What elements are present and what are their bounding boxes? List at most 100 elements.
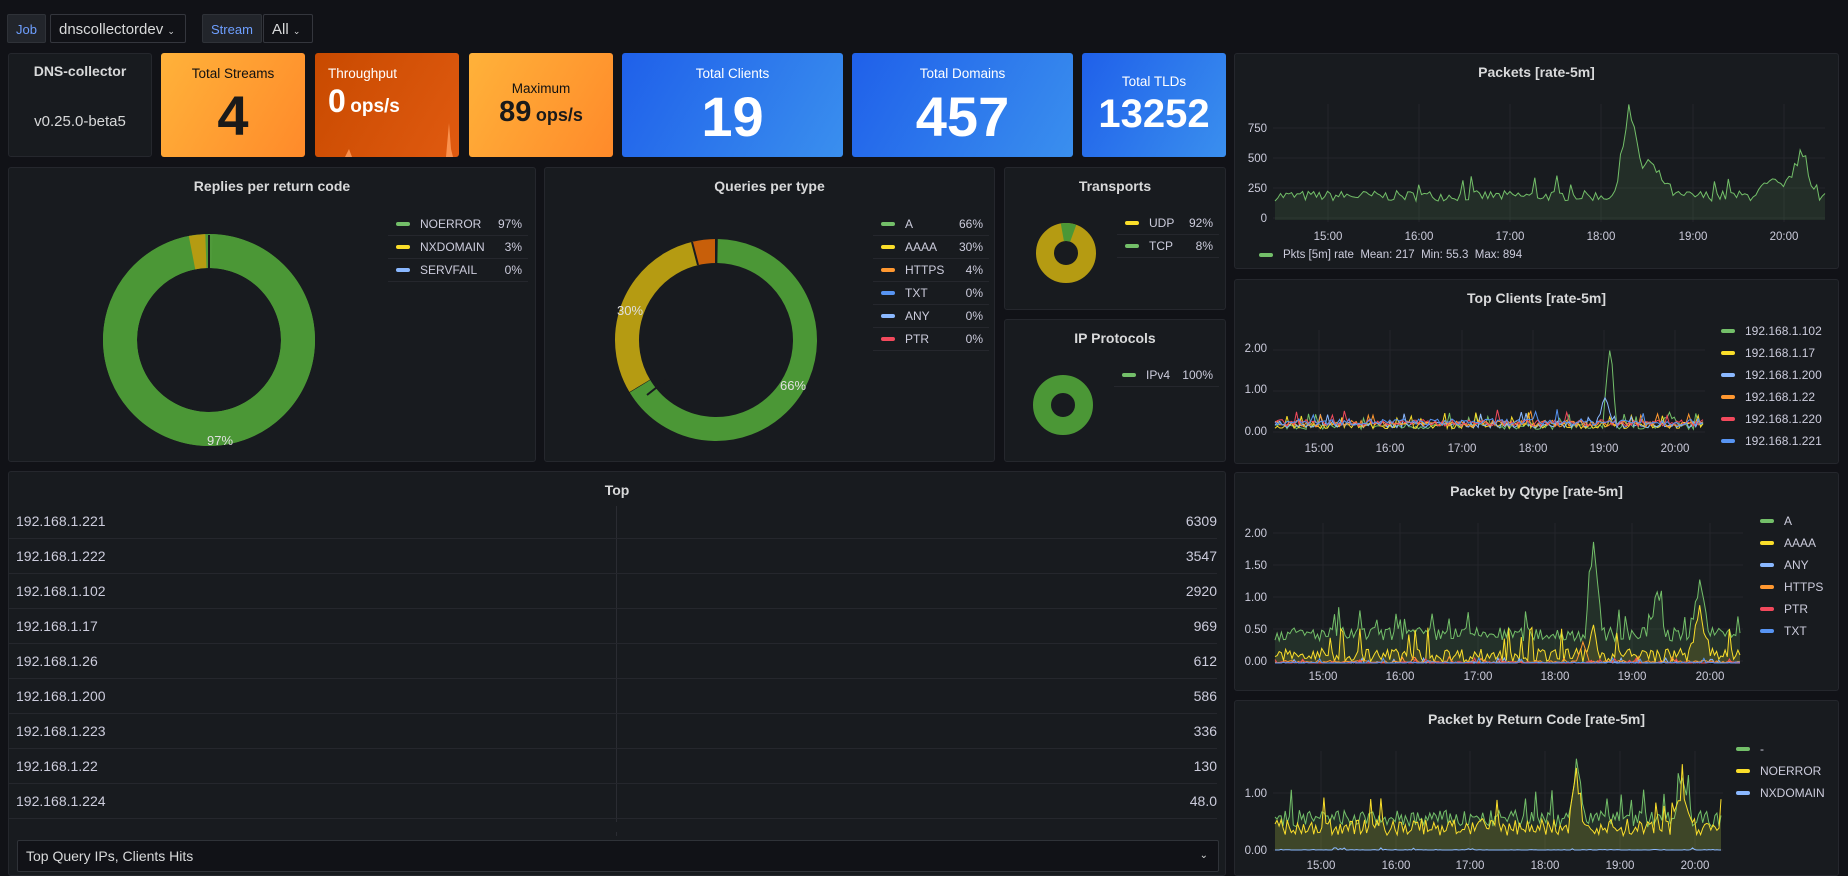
top-clients-legend-row[interactable]: 192.168.1.220: [1721, 408, 1822, 430]
legend-swatch: [1721, 373, 1735, 377]
total-tlds-panel[interactable]: Total TLDs 13252: [1082, 53, 1226, 157]
ip-protocols-legend-ipv4[interactable]: IPv4 100%: [1114, 364, 1219, 387]
top-table-panel[interactable]: Top 192.168.1.221 6309 192.168.1.222 3547 …: [8, 471, 1226, 876]
table-row[interactable]: 192.168.1.222 3547: [9, 539, 1217, 574]
x-tick: 16:00: [1382, 860, 1411, 872]
legend-swatch: [881, 268, 895, 272]
qtype-chart-legend-row[interactable]: TXT: [1760, 620, 1823, 642]
transports-legend-udp[interactable]: UDP 92%: [1117, 212, 1219, 235]
qtype-pie-panel[interactable]: Queries per type 66% 30% A 66% AAAA 30% HT…: [544, 167, 995, 462]
x-tick: 19:00: [1606, 860, 1635, 872]
ip-protocols-panel[interactable]: IP Protocols IPv4 100%: [1004, 319, 1226, 462]
top-clients-chart-panel[interactable]: Top Clients [rate-5m] 2.00 1.00 0.00 15:…: [1234, 279, 1839, 464]
qtype-legend: A 66% AAAA 30% HTTPS 4% TXT 0% ANY 0% PTR 0%: [873, 213, 989, 351]
top-clients-legend-row[interactable]: 192.168.1.22: [1721, 386, 1822, 408]
qtype-legend-https[interactable]: HTTPS 4%: [873, 259, 989, 282]
maximum-unit: ops/s: [536, 105, 583, 125]
qtype-chart-legend-row[interactable]: ANY: [1760, 554, 1823, 576]
legend-name: 192.168.1.221: [1745, 434, 1822, 448]
legend-name: NOERROR: [420, 213, 488, 236]
qtype-chart-legend-row[interactable]: AAAA: [1760, 532, 1823, 554]
top-clients-legend-row[interactable]: 192.168.1.102: [1721, 320, 1822, 342]
rcode-chart-legend: - NOERROR NXDOMAIN: [1736, 738, 1825, 804]
total-streams-title: Total Streams: [161, 66, 305, 81]
qtype-legend-any[interactable]: ANY 0%: [873, 305, 989, 328]
x-tick: 15:00: [1305, 443, 1334, 455]
qtype-chart-legend-row[interactable]: PTR: [1760, 598, 1823, 620]
x-tick: 18:00: [1587, 231, 1616, 243]
collector-version: v0.25.0-beta5: [9, 113, 151, 130]
throughput-panel[interactable]: Throughput 0 ops/s: [315, 53, 459, 157]
table-row[interactable]: 192.168.1.102 2920: [9, 574, 1217, 609]
transports-panel[interactable]: Transports UDP 92% TCP 8%: [1004, 167, 1226, 310]
legend-swatch: [1721, 351, 1735, 355]
stream-variable-select[interactable]: All ⌄: [263, 14, 313, 43]
y-tick: 0.00: [1245, 426, 1267, 438]
x-tick: 19:00: [1590, 443, 1619, 455]
job-variable-label: Job: [7, 14, 46, 43]
qtype-legend-a[interactable]: A 66%: [873, 213, 989, 236]
table-row[interactable]: 192.168.1.17 969: [9, 609, 1217, 644]
packets-legend-row[interactable]: Pkts [5m] rate Mean: 217 Min: 55.3 Max: …: [1259, 244, 1522, 266]
maximum-panel[interactable]: Maximum 89 ops/s: [469, 53, 613, 157]
legend-swatch: [1721, 395, 1735, 399]
qtype-donut: 66% 30%: [601, 225, 831, 455]
transports-legend-tcp[interactable]: TCP 8%: [1117, 235, 1219, 258]
table-row[interactable]: 192.168.1.224 48.0: [9, 784, 1217, 819]
top-table-title: Top: [9, 482, 1225, 498]
collector-panel[interactable]: DNS-collector v0.25.0-beta5: [8, 53, 152, 157]
legend-swatch: [881, 245, 895, 249]
legend-swatch: [396, 268, 410, 272]
x-tick: 17:00: [1464, 671, 1493, 683]
table-row[interactable]: 192.168.1.223 336: [9, 714, 1217, 749]
top-clients-legend-row[interactable]: 192.168.1.200: [1721, 364, 1822, 386]
table-row[interactable]: 192.168.1.200 586: [9, 679, 1217, 714]
top-table-footer-select[interactable]: Top Query IPs, Clients Hits ⌄: [17, 840, 1219, 872]
y-tick: 0.00: [1245, 656, 1267, 668]
rcode-pie-panel[interactable]: Replies per return code 97% NOERROR 97% N…: [8, 167, 536, 462]
y-tick: 0: [1261, 213, 1267, 225]
legend-mean: Mean: 217: [1360, 249, 1414, 261]
rcode-chart-panel[interactable]: Packet by Return Code [rate-5m] 1.00 0.0…: [1234, 700, 1839, 876]
legend-swatch: [1259, 253, 1273, 257]
qtype-chart-legend-row[interactable]: A: [1760, 510, 1823, 532]
rcode-legend-servfail[interactable]: SERVFAIL 0%: [388, 259, 528, 282]
total-domains-title: Total Domains: [852, 66, 1073, 81]
table-row[interactable]: 192.168.1.26 612: [9, 644, 1217, 679]
rcode-chart-legend-row[interactable]: -: [1736, 738, 1825, 760]
qtype-chart-legend-row[interactable]: HTTPS: [1760, 576, 1823, 598]
table-row-cut: [9, 822, 1225, 832]
rcode-chart-legend-row[interactable]: NOERROR: [1736, 760, 1825, 782]
job-variable-select[interactable]: dnscollectordev ⌄: [50, 14, 186, 43]
qtype-legend-ptr[interactable]: PTR 0%: [873, 328, 989, 351]
total-domains-panel[interactable]: Total Domains 457: [852, 53, 1073, 157]
y-tick: 0.50: [1245, 624, 1267, 636]
row-ip: 192.168.1.17: [16, 609, 98, 644]
qtype-chart: 2.00 1.50 1.00 0.50 0.00 15:00 16:00 17:…: [1235, 473, 1747, 691]
rcode-chart-legend-row[interactable]: NXDOMAIN: [1736, 782, 1825, 804]
table-row[interactable]: 192.168.1.22 130: [9, 749, 1217, 784]
table-row[interactable]: 192.168.1.221 6309: [9, 504, 1217, 539]
total-clients-panel[interactable]: Total Clients 19: [622, 53, 843, 157]
rcode-legend-nxdomain[interactable]: NXDOMAIN 3%: [388, 236, 528, 259]
total-streams-panel[interactable]: Total Streams 4: [161, 53, 305, 157]
stream-value: All: [272, 21, 289, 38]
legend-pct: 0%: [949, 328, 989, 351]
top-clients-legend-row[interactable]: 192.168.1.221: [1721, 430, 1822, 452]
row-value: 586: [1194, 679, 1217, 714]
y-tick: 500: [1248, 153, 1267, 165]
rcode-chart: 1.00 0.00 15:00 16:00 17:00 18:00 19:00 …: [1235, 701, 1725, 876]
packets-chart-panel[interactable]: Packets [rate-5m] 750 500 250 0 15:00 16…: [1234, 53, 1839, 269]
packets-series-area: [1275, 104, 1825, 220]
row-value: 130: [1194, 749, 1217, 784]
qtype-legend-txt[interactable]: TXT 0%: [873, 282, 989, 305]
top-clients-legend-row[interactable]: 192.168.1.17: [1721, 342, 1822, 364]
footer-select-label: Top Query IPs, Clients Hits: [26, 848, 193, 864]
rcode-legend-noerror[interactable]: NOERROR 97%: [388, 213, 528, 236]
legend-swatch: [1125, 221, 1139, 225]
ip-protocols-donut: [1030, 372, 1096, 438]
legend-name: IPv4: [1146, 364, 1179, 387]
qtype-legend-aaaa[interactable]: AAAA 30%: [873, 236, 989, 259]
total-tlds-value: 13252: [1082, 92, 1226, 137]
qtype-chart-panel[interactable]: Packet by Qtype [rate-5m] 2.00 1.50 1.00…: [1234, 472, 1839, 691]
